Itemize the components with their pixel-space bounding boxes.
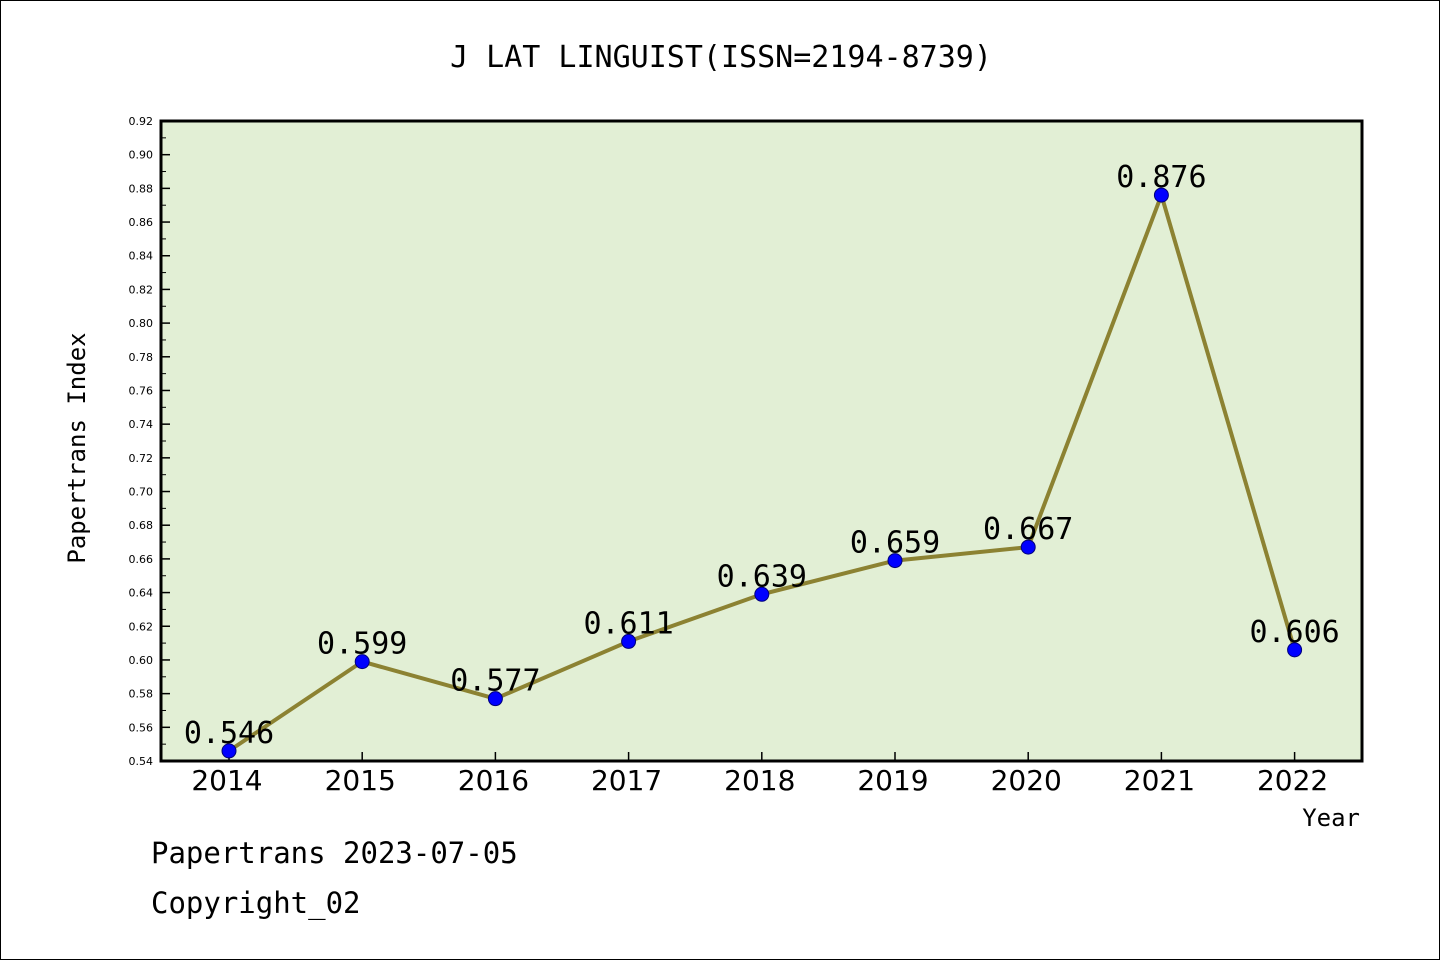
y-tick-label: 0.92 — [129, 115, 154, 128]
data-point — [1020, 539, 1036, 555]
chart-title: J LAT LINGUIST(ISSN=2194-8739) — [450, 40, 992, 75]
y-tick-label: 0.90 — [129, 149, 154, 162]
data-point — [354, 654, 370, 670]
data-label: 0.546 — [184, 716, 274, 751]
y-tick-label: 0.88 — [129, 182, 154, 195]
data-label: 0.639 — [717, 559, 807, 594]
y-tick-label: 0.86 — [129, 216, 154, 229]
data-point — [621, 633, 637, 649]
x-tick-label: 2022 — [1257, 764, 1328, 797]
x-axis: 2014 2015 2016 2017 2018 2019 2020 2021 2022 — [191, 752, 1328, 797]
y-tick-label: 0.66 — [129, 553, 154, 566]
footer-copyright: Copyright_02 — [151, 886, 361, 920]
y-tick-label: 0.70 — [129, 486, 154, 499]
y-tick-label: 0.68 — [129, 519, 154, 532]
data-label: 0.599 — [317, 627, 407, 662]
plot-area — [159, 119, 1364, 763]
y-axis: 0.54 0.56 0.58 0.60 0.62 0.64 0.66 0.68 0.70 0.72… — [129, 115, 170, 768]
y-tick-label: 0.58 — [129, 688, 154, 701]
y-tick-label: 0.84 — [129, 250, 154, 263]
y-tick-label: 0.78 — [129, 351, 154, 364]
y-tick-label: 0.64 — [129, 587, 154, 600]
x-tick-label: 2014 — [191, 764, 262, 797]
x-tick-label: 2018 — [724, 764, 795, 797]
data-label: 0.611 — [583, 606, 673, 641]
y-axis-label: Papertrans Index — [63, 332, 91, 563]
data-label: 0.876 — [1116, 160, 1206, 195]
y-tick-label: 0.60 — [129, 654, 154, 667]
y-tick-label: 0.56 — [129, 721, 154, 734]
data-point — [1287, 642, 1303, 658]
y-tick-label: 0.80 — [129, 317, 154, 330]
data-point — [221, 743, 237, 759]
data-label: 0.667 — [983, 512, 1073, 547]
data-point — [487, 691, 503, 707]
data-label: 0.577 — [450, 664, 540, 699]
y-tick-label: 0.74 — [129, 418, 154, 431]
y-tick-label: 0.76 — [129, 384, 154, 397]
series-markers — [221, 187, 1303, 759]
data-point — [887, 553, 903, 569]
y-tick-label: 0.72 — [129, 452, 154, 465]
x-tick-label: 2016 — [458, 764, 529, 797]
x-tick-label: 2020 — [991, 764, 1062, 797]
x-tick-label: 2015 — [325, 764, 396, 797]
data-labels: 0.546 0.599 0.577 0.611 0.639 0.659 0.667 0.876… — [184, 160, 1340, 751]
footer-date: Papertrans 2023-07-05 — [151, 836, 518, 870]
x-tick-label: 2019 — [857, 764, 928, 797]
x-tick-label: 2021 — [1124, 764, 1195, 797]
data-label: 0.659 — [850, 526, 940, 561]
data-point — [754, 586, 770, 602]
y-tick-label: 0.82 — [129, 283, 154, 296]
x-tick-label: 2017 — [591, 764, 662, 797]
data-point — [1153, 187, 1169, 203]
y-tick-label: 0.62 — [129, 620, 154, 633]
x-axis-label: Year — [1302, 804, 1360, 832]
y-tick-label: 0.54 — [129, 755, 154, 768]
data-label: 0.606 — [1249, 615, 1339, 650]
